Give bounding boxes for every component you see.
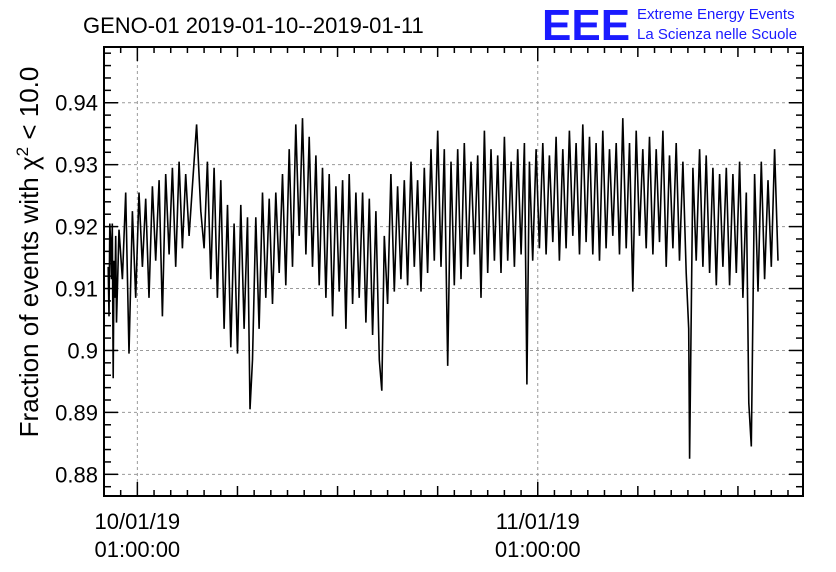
eee-logo: EEE Extreme Energy Events La Scienza nel…: [542, 1, 797, 50]
series-line: [107, 118, 779, 459]
y-tick-label: 0.93: [55, 153, 98, 178]
x-tick-label-time: 01:00:00: [95, 537, 181, 562]
y-tick-label: 0.89: [55, 400, 98, 425]
y-tick-label: 0.9: [67, 338, 98, 363]
x-tick-label-time: 01:00:00: [495, 537, 581, 562]
data-series: [107, 118, 779, 459]
tick-labels: 0.88 0.89 0.9 0.91 0.92 0.93 0.94 10/01/19 01:00…: [55, 91, 580, 562]
eee-logo-mark: EEE: [542, 1, 630, 50]
chart-title: GENO-01 2019-01-10--2019-01-11: [83, 13, 424, 38]
y-axis-label: Fraction of events with χ2 < 10.0: [13, 67, 44, 438]
y-tick-label: 0.92: [55, 215, 98, 240]
axes: [103, 46, 804, 497]
y-tick-label: 0.91: [55, 277, 98, 302]
logo-line-2: La Scienza nelle Scuole: [637, 26, 797, 43]
ticks: [103, 47, 803, 496]
plot-frame: [103, 46, 804, 497]
x-tick-label-date: 11/01/19: [496, 509, 580, 534]
y-tick-label: 0.88: [55, 462, 98, 487]
y-tick-label: 0.94: [55, 91, 98, 116]
logo-line-1: Extreme Energy Events: [637, 6, 795, 23]
x-tick-label-date: 10/01/19: [95, 509, 181, 534]
